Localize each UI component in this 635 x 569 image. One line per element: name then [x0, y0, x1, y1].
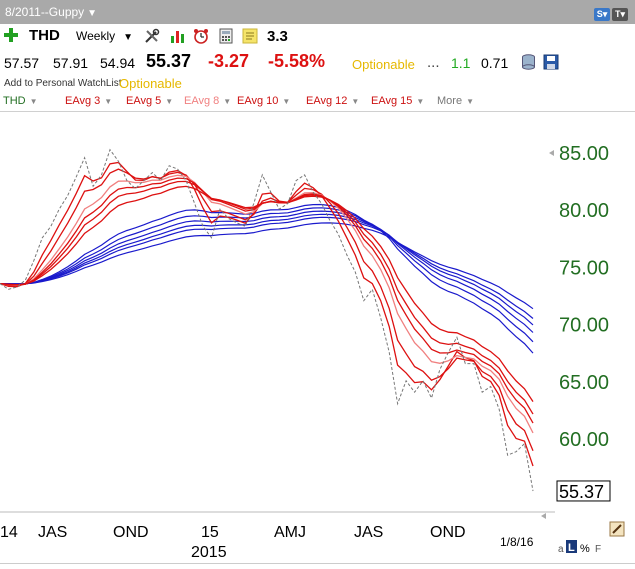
legend-label: EAvg 10 — [237, 95, 279, 107]
legend-item-eavg-5[interactable]: EAvg 5 ▼ — [126, 95, 173, 107]
high-price: 57.91 — [53, 55, 89, 71]
chevron-down-icon: ▼ — [123, 32, 134, 43]
optionable-link[interactable]: Optionable — [352, 57, 415, 72]
window-title: 8/2011--Guppy — [5, 5, 85, 19]
optionable-label: Optionable — [119, 76, 182, 91]
series-line-eavg-5 — [0, 168, 534, 451]
legend-label: THD — [3, 95, 26, 107]
calculator-icon[interactable] — [218, 28, 234, 44]
extra-value: 3.3 — [267, 28, 288, 45]
mode-l-box[interactable] — [566, 540, 577, 553]
price-line — [0, 148, 534, 492]
tools-icon[interactable] — [144, 28, 160, 44]
y-tick-label: 70.00 — [559, 315, 609, 337]
y-tick-label: 60.00 — [559, 429, 609, 451]
pencil-icon[interactable] — [609, 521, 625, 537]
last-price-tag-box — [556, 480, 611, 502]
y-tick-label: 80.00 — [559, 200, 609, 222]
long-ema-line-1 — [0, 203, 534, 354]
alarm-clock-icon[interactable] — [193, 28, 209, 44]
period-label: Weekly — [76, 29, 116, 43]
long-ema-line-5 — [0, 216, 534, 319]
legend-item-eavg-8[interactable]: EAvg 8 ▼ — [184, 95, 231, 107]
legend-item-eavg-12[interactable]: EAvg 12 ▼ — [306, 95, 359, 107]
chevron-down-icon: ▼ — [416, 97, 425, 106]
mode-l-toggle[interactable]: L — [568, 542, 575, 554]
legend-item-eavg-10[interactable]: EAvg 10 ▼ — [237, 95, 290, 107]
legend-label: More — [437, 95, 463, 107]
window-title-dropdown[interactable]: 8/2011--Guppy ▼ — [5, 5, 97, 19]
last-price-tag: 55.37 — [559, 482, 604, 502]
legend-label: EAvg 8 — [184, 95, 220, 107]
scroll-down-arrow-icon[interactable] — [541, 513, 546, 519]
x-tick-label: 15 — [201, 524, 219, 541]
more-ellipsis[interactable]: ... — [427, 54, 440, 71]
chevron-down-icon: ▼ — [282, 97, 291, 106]
price-chart[interactable]: 85.00 80.00 75.00 70.00 65.00 60.00 55.37 14 JAS… — [0, 112, 635, 564]
add-plus-icon[interactable] — [3, 27, 19, 43]
open-price: 57.57 — [4, 55, 40, 71]
x-tick-label: JAS — [354, 524, 383, 541]
legend-item-thd[interactable]: THD ▼ — [3, 95, 38, 107]
legend-label: EAvg 15 — [371, 95, 413, 107]
x-tick-label: AMJ — [274, 524, 306, 541]
date-label: 1/8/16 — [500, 535, 534, 549]
series-line-eavg-10 — [0, 177, 534, 424]
long-ema-line-2 — [0, 207, 534, 343]
symbol-input[interactable]: THD — [29, 27, 60, 44]
value-green: 1.1 — [451, 55, 471, 71]
last-price: 55.37 — [146, 51, 192, 71]
chevron-down-icon: ▼ — [351, 97, 360, 106]
y-tick-label: 75.00 — [559, 257, 609, 279]
y-tick-label: 65.00 — [559, 372, 609, 394]
x-tick-label: OND — [430, 524, 466, 541]
legend-item-eavg-15[interactable]: EAvg 15 ▼ — [371, 95, 424, 107]
series-line-eavg-3 — [0, 161, 534, 467]
mode-pct-toggle[interactable]: % — [580, 543, 590, 555]
chevron-down-icon: ▼ — [223, 97, 232, 106]
legend-item-more[interactable]: More ▼ — [437, 95, 474, 107]
symbol-toolbar: THD Weekly ▼ 3.3 — [0, 24, 635, 48]
price-change: -3.27 — [208, 51, 250, 71]
toolbar-divider — [0, 111, 635, 112]
low-price: 54.94 — [100, 55, 136, 71]
x-year-label: 2015 — [191, 544, 227, 561]
period-select[interactable]: Weekly ▼ — [76, 29, 133, 43]
long-ema-line-4 — [0, 213, 534, 326]
chevron-down-icon: ▼ — [29, 97, 38, 106]
legend-label: EAvg 12 — [306, 95, 348, 107]
mode-f-toggle[interactable]: F — [595, 544, 601, 555]
long-ema-line-6 — [0, 222, 534, 310]
legend-label: EAvg 5 — [126, 95, 162, 107]
link-t-button[interactable]: T▾ — [612, 8, 628, 21]
price-change-pct: -5.58% — [268, 51, 326, 71]
window-titlebar: 8/2011--Guppy ▼ S▾ T▾ — [0, 0, 635, 24]
chevron-down-icon: ▼ — [165, 97, 174, 106]
x-tick-label: 14 — [0, 524, 18, 541]
quote-row: 57.57 57.91 54.94 55.37 -3.27 -5.58% Opt… — [0, 48, 635, 76]
bar-chart-icon[interactable] — [170, 28, 186, 44]
chevron-down-icon: ▼ — [87, 8, 98, 19]
chevron-down-icon: ▼ — [104, 97, 113, 106]
watchlist-row: Add to Personal WatchList Optionable — [0, 76, 635, 92]
x-tick-label: JAS — [38, 524, 67, 541]
note-icon[interactable] — [242, 28, 258, 44]
chevron-down-icon: ▼ — [466, 97, 474, 106]
long-ema-line-3 — [0, 210, 534, 333]
indicator-legend: THD ▼ EAvg 3 ▼ EAvg 5 ▼ EAvg 8 ▼ EAvg 10 ▼ EAvg 12… — [0, 92, 635, 110]
value-black: 0.71 — [481, 55, 509, 71]
database-icon[interactable] — [521, 54, 536, 70]
link-s-button[interactable]: S▾ — [594, 8, 610, 21]
save-icon[interactable] — [543, 54, 559, 70]
legend-item-eavg-3[interactable]: EAvg 3 ▼ — [65, 95, 112, 107]
y-tick-label: 85.00 — [559, 143, 609, 165]
mode-a-toggle[interactable]: a — [558, 544, 564, 555]
add-to-watchlist-link[interactable]: Add to Personal WatchList — [4, 78, 122, 89]
x-tick-label: OND — [113, 524, 149, 541]
series-line-eavg-15 — [0, 185, 534, 402]
chart-canvas[interactable]: 85.00 80.00 75.00 70.00 65.00 60.00 55.37 14 JAS… — [0, 112, 635, 564]
scroll-up-arrow-icon[interactable] — [549, 150, 554, 156]
legend-label: EAvg 3 — [65, 95, 101, 107]
